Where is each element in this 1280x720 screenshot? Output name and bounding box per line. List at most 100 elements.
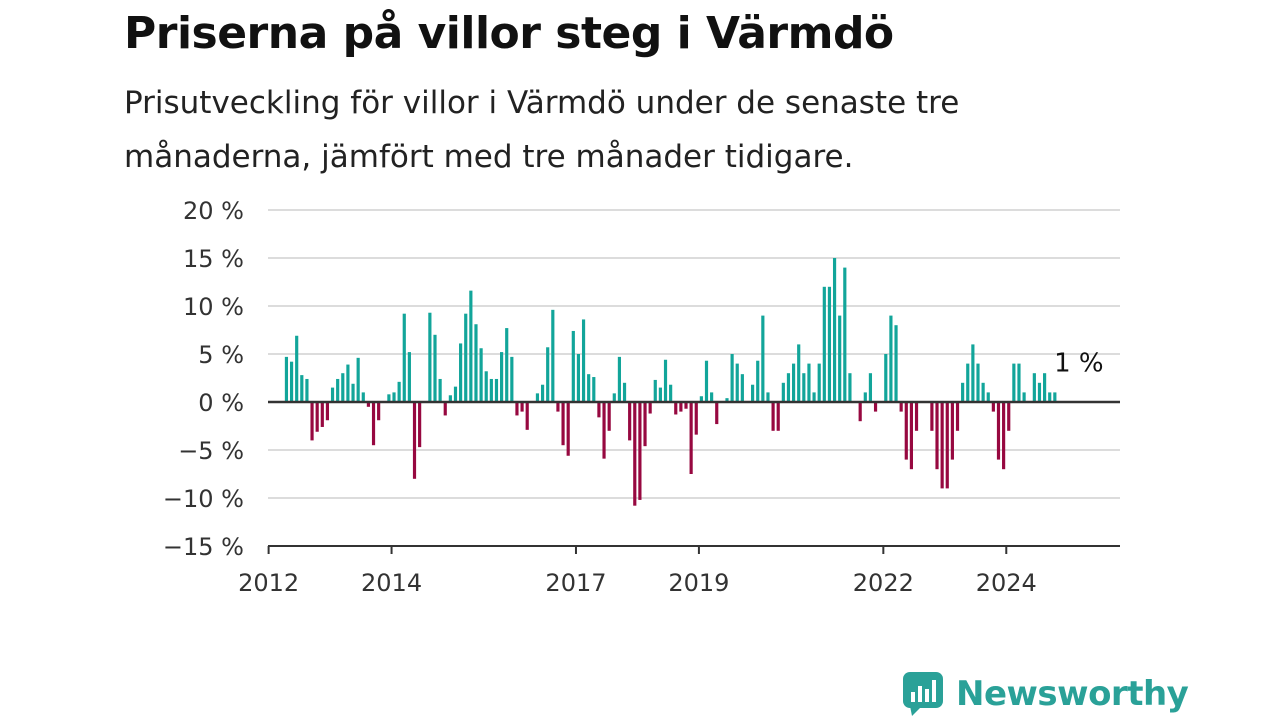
bar: [341, 373, 345, 402]
bar: [710, 392, 714, 402]
bar: [914, 402, 919, 431]
bar: [356, 357, 360, 402]
bar: [658, 387, 662, 402]
bar: [571, 330, 575, 402]
bar: [817, 363, 821, 402]
bar: [868, 373, 873, 402]
bar: [827, 286, 832, 402]
bar: [1048, 392, 1052, 402]
bar: [325, 402, 330, 421]
bar: [766, 392, 770, 402]
bar: [1032, 373, 1036, 402]
bar: [653, 379, 657, 402]
bar: [351, 383, 355, 402]
bar: [295, 335, 299, 402]
bar: [520, 402, 524, 412]
bar: [976, 363, 980, 402]
bar: [669, 384, 673, 402]
x-tick-label: 2012: [238, 569, 299, 597]
bar: [730, 354, 734, 402]
bar: [699, 396, 703, 402]
bar: [807, 363, 811, 402]
bar: [397, 381, 401, 402]
bar: [505, 328, 509, 402]
bar: [602, 402, 606, 459]
bar: [1002, 402, 1006, 470]
bar: [443, 402, 447, 416]
bar: [802, 373, 806, 402]
bar: [981, 382, 985, 402]
bar: [469, 290, 473, 402]
bar: [515, 402, 519, 416]
bar: [346, 364, 350, 402]
bar: [909, 402, 913, 470]
bar: [525, 402, 529, 430]
bar: [576, 354, 581, 402]
bar: [489, 378, 493, 402]
bar: [791, 363, 796, 402]
bar: [648, 402, 652, 414]
chart-title: Priserna på villor steg i Värmdö: [124, 8, 894, 59]
bar: [1007, 402, 1011, 431]
x-axis-ticks: 2012 2014 2017 2019 2022 2024: [238, 546, 1037, 597]
bar: [428, 312, 432, 402]
bar: [643, 402, 647, 447]
bar: [305, 378, 309, 402]
chart-subtitle: Prisutveckling för villor i Värmdö under…: [124, 85, 960, 175]
bar: [628, 402, 632, 441]
y-tick-label: 0 %: [198, 389, 244, 417]
bar: [566, 402, 570, 456]
bar: [310, 402, 314, 441]
bar: [581, 319, 586, 402]
bar: [371, 402, 376, 446]
bar: [663, 359, 668, 402]
bar: [843, 267, 847, 402]
bar: [448, 395, 452, 402]
x-tick-label: 2022: [853, 569, 914, 597]
bar: [832, 258, 837, 402]
brand-name: Newsworthy: [956, 674, 1189, 714]
x-tick-label: 2014: [361, 569, 422, 597]
bar: [694, 402, 698, 435]
bar: [320, 402, 324, 427]
bar: [561, 402, 565, 446]
bar: [418, 402, 422, 448]
bar: [940, 402, 944, 489]
x-tick-label: 2017: [545, 569, 606, 597]
bar: [546, 347, 550, 402]
bar: [484, 371, 488, 402]
bar: [607, 402, 611, 431]
y-tick-label: 10 %: [183, 293, 244, 321]
bar: [612, 393, 616, 402]
y-tick-label: 5 %: [198, 341, 244, 369]
bar: [592, 377, 596, 402]
bar: [689, 402, 693, 474]
bar: [751, 384, 755, 402]
bar: [863, 392, 867, 402]
bar: [945, 402, 949, 489]
bar: [904, 402, 908, 460]
bar: [930, 402, 934, 431]
bar: [366, 402, 370, 407]
bar: [438, 378, 442, 402]
bar: [771, 402, 775, 431]
bar: [510, 356, 514, 402]
bar: [848, 373, 852, 402]
x-tick-label: 2024: [976, 569, 1037, 597]
bar: [935, 402, 939, 470]
bar: [986, 392, 990, 402]
bar: [474, 324, 478, 402]
bar: [781, 382, 785, 402]
newsworthy-logo-icon: [903, 672, 943, 716]
bar: [961, 382, 965, 402]
bar: [776, 402, 780, 431]
bar: [889, 315, 893, 402]
y-tick-label: 20 %: [183, 197, 244, 225]
bar: [479, 348, 483, 402]
bar: [622, 382, 627, 402]
y-tick-label: −15 %: [163, 533, 244, 561]
bar: [617, 356, 622, 402]
x-tick-label: 2019: [668, 569, 729, 597]
bar: [464, 313, 468, 402]
